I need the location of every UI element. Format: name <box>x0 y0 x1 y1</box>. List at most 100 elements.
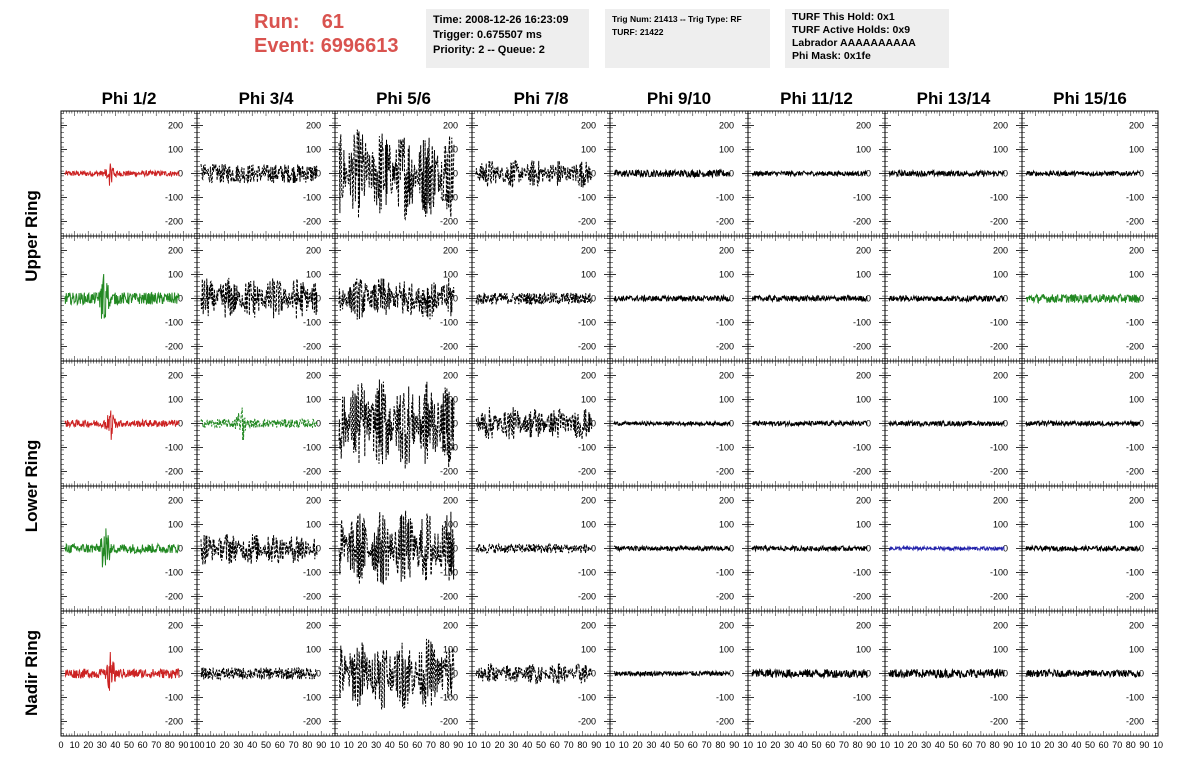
turf-info-box: TURF This Hold: 0x1 TURF Active Holds: 0… <box>785 9 949 68</box>
y-tick-label: 0 <box>178 419 183 429</box>
y-tick-label: -200 <box>716 592 734 602</box>
y-tick-label: -200 <box>578 217 596 227</box>
column-header: Phi 1/2 <box>102 89 157 108</box>
y-tick-label: 0 <box>729 169 734 179</box>
column-header: Phi 5/6 <box>376 89 431 108</box>
y-tick-label: 0 <box>178 169 183 179</box>
y-tick-label: 200 <box>581 370 596 380</box>
y-tick-label: 200 <box>306 245 321 255</box>
y-tick-label: 100 <box>168 394 183 404</box>
y-tick-label: 100 <box>168 144 183 154</box>
time-line: Time: 2008-12-26 16:23:09 <box>433 14 569 26</box>
y-tick-label: 200 <box>856 495 871 505</box>
priority-line: Priority: 2 -- Queue: 2 <box>433 44 545 56</box>
waveform-trace <box>64 528 180 568</box>
row-header: Nadir Ring <box>22 630 41 716</box>
y-tick-label: -200 <box>303 592 321 602</box>
y-tick-label: 200 <box>856 245 871 255</box>
column-header: Phi 7/8 <box>514 89 569 108</box>
row-header: Upper Ring <box>22 190 41 282</box>
y-tick-label: 0 <box>316 169 321 179</box>
y-tick-label: 100 <box>719 519 734 529</box>
y-tick-label: 200 <box>443 495 458 505</box>
phi-mask-line: Phi Mask: 0x1fe <box>792 50 871 62</box>
y-tick-label: 200 <box>168 245 183 255</box>
y-tick-label: -100 <box>853 443 871 453</box>
y-tick-label: 0 <box>729 294 734 304</box>
y-tick-label: -100 <box>716 443 734 453</box>
y-tick-label: -100 <box>165 193 183 203</box>
y-tick-label: -100 <box>990 318 1008 328</box>
y-tick-label: 200 <box>719 495 734 505</box>
y-tick-label: -200 <box>853 342 871 352</box>
run-label: Run: <box>254 11 300 33</box>
y-tick-label: -100 <box>165 318 183 328</box>
y-tick-label: 200 <box>1129 120 1144 130</box>
waveform-trace <box>475 407 593 440</box>
y-tick-label: 100 <box>856 519 871 529</box>
waveform-trace <box>475 542 593 555</box>
y-tick-label: -200 <box>716 342 734 352</box>
y-tick-label: -100 <box>716 568 734 578</box>
y-tick-label: 200 <box>306 370 321 380</box>
y-tick-label: 200 <box>719 120 734 130</box>
y-tick-label: -200 <box>1126 342 1144 352</box>
y-tick-label: 100 <box>443 144 458 154</box>
y-tick-label: 0 <box>866 169 871 179</box>
y-tick-label: -200 <box>303 467 321 477</box>
y-tick-label: -200 <box>165 592 183 602</box>
y-tick-label: -100 <box>990 443 1008 453</box>
y-tick-label: -200 <box>440 467 458 477</box>
y-tick-label: 0 <box>591 544 596 554</box>
y-tick-label: 200 <box>443 370 458 380</box>
waveform-trace <box>200 407 318 441</box>
waveform-trace <box>200 533 318 565</box>
y-tick-label: 100 <box>1129 144 1144 154</box>
y-tick-label: 200 <box>581 120 596 130</box>
y-tick-label: 100 <box>306 144 321 154</box>
y-tick-label: 100 <box>168 269 183 279</box>
y-tick-label: 0 <box>453 419 458 429</box>
y-tick-label: 200 <box>306 495 321 505</box>
y-tick-label: -200 <box>165 342 183 352</box>
waveform-trace <box>338 510 455 585</box>
y-tick-label: 0 <box>453 169 458 179</box>
y-tick-label: 0 <box>178 294 183 304</box>
y-tick-label: 0 <box>453 544 458 554</box>
y-tick-label: -200 <box>165 467 183 477</box>
y-tick-label: 200 <box>719 370 734 380</box>
y-tick-label: 0 <box>1003 294 1008 304</box>
y-tick-label: -100 <box>165 443 183 453</box>
y-tick-label: 0 <box>1139 294 1144 304</box>
y-tick-label: 200 <box>581 495 596 505</box>
y-tick-label: -200 <box>578 342 596 352</box>
y-tick-label: 100 <box>581 144 596 154</box>
y-tick-label: 100 <box>443 269 458 279</box>
y-tick-label: -100 <box>578 568 596 578</box>
row-header: Lower Ring <box>22 440 41 533</box>
waveform-trace <box>751 419 868 428</box>
y-tick-label: 100 <box>719 144 734 154</box>
turf-line: TURF: 21422 <box>612 27 664 37</box>
y-tick-label: -200 <box>853 467 871 477</box>
y-tick-label: -200 <box>990 217 1008 227</box>
run-event-block: Run: 61 Event: 6996613 <box>254 10 399 58</box>
y-tick-label: 0 <box>1003 419 1008 429</box>
column-header: Phi 13/14 <box>917 89 991 108</box>
waveform-trace <box>338 277 455 320</box>
y-tick-label: -100 <box>303 568 321 578</box>
y-tick-label: 200 <box>856 120 871 130</box>
y-tick-label: -200 <box>303 217 321 227</box>
run-line: Run: 61 <box>254 10 399 34</box>
y-tick-label: 0 <box>1003 169 1008 179</box>
trig-num-line: Trig Num: 21413 -- Trig Type: RF <box>612 14 742 24</box>
y-tick-label: 200 <box>856 370 871 380</box>
time-info-box: Time: 2008-12-26 16:23:09 Trigger: 0.675… <box>426 9 589 68</box>
run-value: 61 <box>321 11 345 33</box>
y-tick-label: 200 <box>443 245 458 255</box>
y-tick-label: -100 <box>853 193 871 203</box>
waveform-trace <box>200 163 318 185</box>
waveform-trace <box>1025 169 1141 178</box>
waveform-trace <box>475 159 593 188</box>
y-tick-label: -100 <box>1126 443 1144 453</box>
